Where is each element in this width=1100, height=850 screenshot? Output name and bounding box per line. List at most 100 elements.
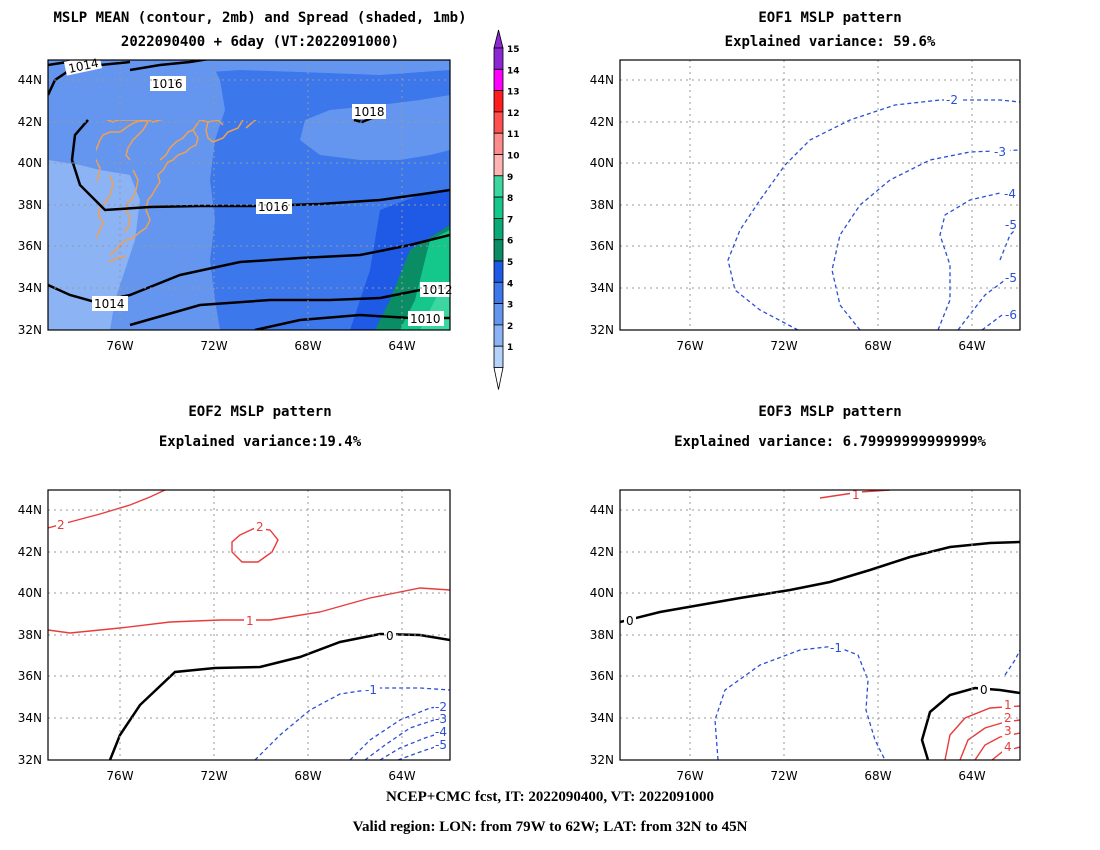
lat-tick-label: 32N [590,323,614,337]
lat-tick-label: 40N [590,156,614,170]
lat-tick-label: 34N [18,711,42,725]
lat-tick-label: 34N [590,281,614,295]
colorbar-swatch [493,217,504,241]
footer-forecast-info: NCEP+CMC fcst, IT: 2022090400, VT: 20220… [385,789,715,805]
contour-label: -6 [1005,308,1017,322]
contour-label: -3 [994,145,1006,159]
contour-label: 0 [980,683,988,697]
contour-label: 1012 [422,283,453,297]
colorbar-swatch [493,68,504,92]
contour-label: 2 [57,518,65,532]
colorbar-label: 6 [507,237,513,247]
lon-tick-label: 68W [864,339,891,353]
contour-label: -2 [435,700,447,714]
colorbar-min-arrow [493,367,504,390]
lat-tick-label: 42N [18,545,42,559]
eof3-title: EOF3 MSLP pattern [758,404,902,420]
contour-label: 2 [256,520,264,534]
eof3-variance: Explained variance: 6.79999999999999% [674,434,986,450]
lat-tick-label: 44N [590,503,614,517]
lat-tick-label: 38N [18,628,42,642]
eof1-variance: Explained variance: 59.6% [724,34,936,50]
contour-label: -1 [365,683,377,697]
lon-tick-label: 68W [864,769,891,783]
contour-label: 3 [1004,724,1012,738]
contour-label: 1 [1004,698,1012,712]
colorbar-swatch [493,303,504,326]
contour-label: 1 [246,614,254,628]
colorbar-swatch [493,132,504,155]
lon-tick-label: 72W [200,339,227,353]
lon-tick-label: 76W [106,339,133,353]
eof2-variance: Explained variance:19.4% [158,434,362,450]
contour-label: -3 [435,712,447,726]
contour-label: -4 [1004,187,1016,201]
eof1-contour-labels: -2 -3 -4 -5 -5 -6 [944,93,1020,322]
lon-tick-label: 76W [676,339,703,353]
colorbar-swatch [493,196,504,219]
colorbar-swatch [493,111,504,134]
panel1-map [48,60,450,330]
lon-tick-label: 72W [770,339,797,353]
lat-tick-label: 40N [18,156,42,170]
lat-tick-label: 32N [590,753,614,767]
lat-tick-label: 34N [590,711,614,725]
contour-label: 1 [852,488,860,502]
footer-valid-region: Valid region: LON: from 79W to 62W; LAT:… [352,819,748,835]
lat-tick-label: 38N [18,198,42,212]
lat-tick-label: 36N [18,239,42,253]
colorbar-label: 12 [507,109,520,119]
colorbar-swatch [493,154,504,177]
contour-label: -5 [435,738,447,752]
contour-label: 1014 [67,56,100,76]
lat-tick-label: 38N [590,628,614,642]
colorbar-label: 10 [507,152,520,162]
lat-tick-label: 32N [18,323,42,337]
panel1-title: MSLP MEAN (contour, 2mb) and Spread (sha… [53,10,467,26]
spread-colorbar: 15 14 13 12 11 10 9 8 7 6 5 4 3 2 1 [493,29,520,390]
lat-tick-label: 36N [590,669,614,683]
lon-tick-label: 64W [388,339,415,353]
colorbar-label: 13 [507,88,520,98]
panel1-contour-labels: 1014 1016 1018 1016 1014 1012 1010 [63,54,454,326]
colorbar-swatch [493,281,504,304]
colorbar-label: 3 [507,301,513,311]
lat-tick-label: 38N [590,198,614,212]
lon-tick-label: 64W [958,769,985,783]
contour-label: 1018 [354,105,385,119]
lon-tick-label: 76W [106,769,133,783]
lat-tick-label: 42N [590,115,614,129]
colorbar-label: 2 [507,322,513,332]
colorbar-label: 8 [507,194,513,204]
lon-tick-label: 64W [958,339,985,353]
colorbar-label: 9 [507,173,513,183]
colorbar-label: 14 [507,66,520,76]
eof2-title: EOF2 MSLP pattern [188,404,332,420]
colorbar-swatch [493,324,504,347]
lat-tick-label: 40N [590,586,614,600]
contour-label: 1010 [410,312,441,326]
contour-label: 1014 [94,297,125,311]
lat-tick-label: 42N [590,545,614,559]
contour-label: 0 [386,629,394,643]
contour-label: 2 [1004,711,1012,725]
colorbar-swatch [493,239,504,262]
lon-tick-label: 68W [294,339,321,353]
colorbar-max-arrow [493,29,504,49]
panel1-subtitle: 2022090400 + 6day (VT:2022091000) [120,34,400,50]
colorbar-label: 4 [507,279,513,289]
colorbar-label: 5 [507,258,513,268]
lat-tick-label: 36N [18,669,42,683]
lat-tick-label: 32N [18,753,42,767]
colorbar-swatch [493,90,504,113]
eof2-contour-labels: 2 2 1 0 -1 -2 -3 -4 -5 [56,518,450,752]
lat-tick-label: 42N [18,115,42,129]
lat-tick-label: 36N [590,239,614,253]
lon-tick-label: 76W [676,769,703,783]
lon-tick-label: 72W [770,769,797,783]
axis-labels: 44N 42N 40N 38N 36N 34N 32N 76W 72W 68W 64W 44N 42N 4… [18,73,986,783]
colorbar-label: 7 [507,215,513,225]
eof1-title: EOF1 MSLP pattern [758,10,902,26]
contour-label: -5 [1005,218,1017,232]
